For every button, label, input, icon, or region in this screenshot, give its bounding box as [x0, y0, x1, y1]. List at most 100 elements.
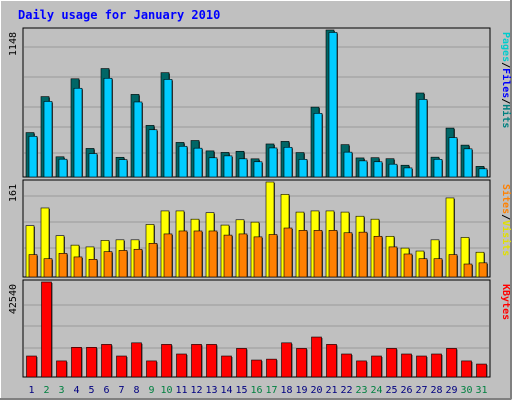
- day-label-30: 30: [460, 385, 472, 396]
- day-label-13: 13: [205, 385, 217, 396]
- bar-top-files-8: [133, 101, 143, 178]
- day-label-18: 18: [280, 385, 292, 396]
- day-label-4: 4: [73, 385, 79, 396]
- bar-middle-sites-20: [313, 230, 323, 278]
- bar-middle-sites-16: [253, 236, 263, 278]
- side-label-middle: Sites/Visits: [500, 184, 512, 256]
- bar-top-files-6: [103, 77, 113, 178]
- side-label-part-top-4: Hits: [500, 104, 512, 128]
- day-label-9: 9: [148, 385, 154, 396]
- bar-bottom-kbytes-23: [356, 360, 367, 378]
- bar-bottom-kbytes-2: [41, 281, 52, 378]
- bar-bottom-kbytes-18: [281, 342, 292, 378]
- bar-top-files-15: [238, 158, 248, 178]
- bar-bottom-kbytes-27: [416, 355, 427, 378]
- side-label-part-top-0: Pages: [500, 32, 511, 62]
- bar-bottom-kbytes-5: [86, 346, 97, 378]
- day-label-22: 22: [340, 385, 352, 396]
- bar-middle-sites-17: [268, 234, 278, 278]
- bar-top-files-3: [58, 158, 68, 178]
- bar-bottom-kbytes-8: [131, 342, 142, 378]
- bar-bottom-kbytes-6: [101, 344, 112, 378]
- side-label-part-top-1: /: [500, 62, 511, 68]
- bar-top-files-18: [283, 146, 293, 178]
- bar-top-files-21: [328, 32, 338, 178]
- bar-top-files-20: [313, 113, 323, 178]
- bar-middle-sites-25: [388, 246, 398, 278]
- bar-bottom-kbytes-19: [296, 348, 307, 378]
- bar-top-files-11: [178, 145, 188, 178]
- bar-middle-sites-9: [148, 243, 158, 278]
- bar-middle-sites-27: [418, 258, 428, 278]
- bar-middle-sites-11: [178, 230, 188, 278]
- day-label-16: 16: [250, 385, 262, 396]
- bar-bottom-kbytes-24: [371, 355, 382, 378]
- bar-bottom-kbytes-4: [71, 346, 82, 378]
- ymax-label-top: 1148: [8, 32, 19, 56]
- bar-middle-sites-3: [58, 253, 68, 278]
- day-label-7: 7: [118, 385, 124, 396]
- side-label-part-bottom-0: KBytes: [500, 284, 511, 320]
- day-label-3: 3: [58, 385, 64, 396]
- bar-top-files-5: [88, 153, 98, 178]
- bar-middle-sites-15: [238, 233, 248, 278]
- day-label-10: 10: [160, 385, 172, 396]
- bar-middle-sites-4: [73, 256, 83, 278]
- bar-middle-sites-1: [28, 254, 38, 278]
- bar-middle-sites-7: [118, 250, 128, 278]
- bar-bottom-kbytes-15: [236, 348, 247, 378]
- bar-bottom-kbytes-12: [191, 344, 202, 378]
- day-label-12: 12: [190, 385, 202, 396]
- bar-middle-sites-21: [328, 230, 338, 278]
- side-label-part-middle-0: Sites: [500, 184, 512, 214]
- bar-middle-sites-6: [103, 251, 113, 278]
- ymax-label-bottom: 42540: [8, 284, 19, 314]
- day-label-8: 8: [133, 385, 139, 396]
- bar-bottom-kbytes-28: [431, 353, 442, 378]
- bar-middle-sites-5: [88, 258, 98, 278]
- bar-middle-sites-18: [283, 227, 293, 278]
- bar-top-files-22: [343, 151, 353, 178]
- bar-bottom-kbytes-3: [56, 360, 67, 378]
- day-label-15: 15: [235, 385, 247, 396]
- bar-top-files-12: [193, 147, 203, 178]
- day-label-2: 2: [43, 385, 49, 396]
- bar-bottom-kbytes-21: [326, 344, 337, 378]
- bar-top-files-10: [163, 79, 173, 178]
- bar-middle-sites-31: [478, 262, 488, 278]
- bar-bottom-kbytes-13: [206, 344, 217, 378]
- day-label-17: 17: [265, 385, 277, 396]
- bar-middle-sites-26: [403, 253, 413, 278]
- bar-bottom-kbytes-1: [26, 355, 37, 378]
- day-label-20: 20: [310, 385, 322, 396]
- bar-bottom-kbytes-10: [161, 344, 172, 378]
- bar-bottom-kbytes-11: [176, 353, 187, 378]
- bar-bottom-kbytes-14: [221, 355, 232, 378]
- side-label-part-top-3: /: [500, 98, 511, 104]
- bar-middle-sites-22: [343, 232, 353, 278]
- bar-middle-sites-13: [208, 230, 218, 278]
- bar-bottom-kbytes-31: [476, 363, 487, 378]
- bar-top-files-16: [253, 161, 263, 178]
- bar-bottom-kbytes-20: [311, 336, 322, 378]
- ymax-label-middle: 161: [8, 184, 19, 202]
- bar-layer: [24, 29, 489, 378]
- bar-top-files-7: [118, 159, 128, 178]
- bar-bottom-kbytes-16: [251, 359, 262, 378]
- bar-middle-sites-2: [43, 258, 53, 278]
- bar-middle-sites-29: [448, 254, 458, 278]
- bar-middle-sites-23: [358, 231, 368, 278]
- bar-bottom-kbytes-29: [446, 348, 457, 378]
- day-label-5: 5: [88, 385, 94, 396]
- bar-top-files-23: [358, 160, 368, 178]
- bar-middle-sites-19: [298, 230, 308, 278]
- bar-top-files-24: [373, 161, 383, 178]
- bar-top-files-25: [388, 163, 398, 178]
- bar-bottom-kbytes-30: [461, 360, 472, 378]
- day-label-28: 28: [430, 385, 442, 396]
- bar-top-files-2: [43, 101, 53, 178]
- day-label-1: 1: [28, 385, 34, 396]
- day-label-31: 31: [475, 385, 487, 396]
